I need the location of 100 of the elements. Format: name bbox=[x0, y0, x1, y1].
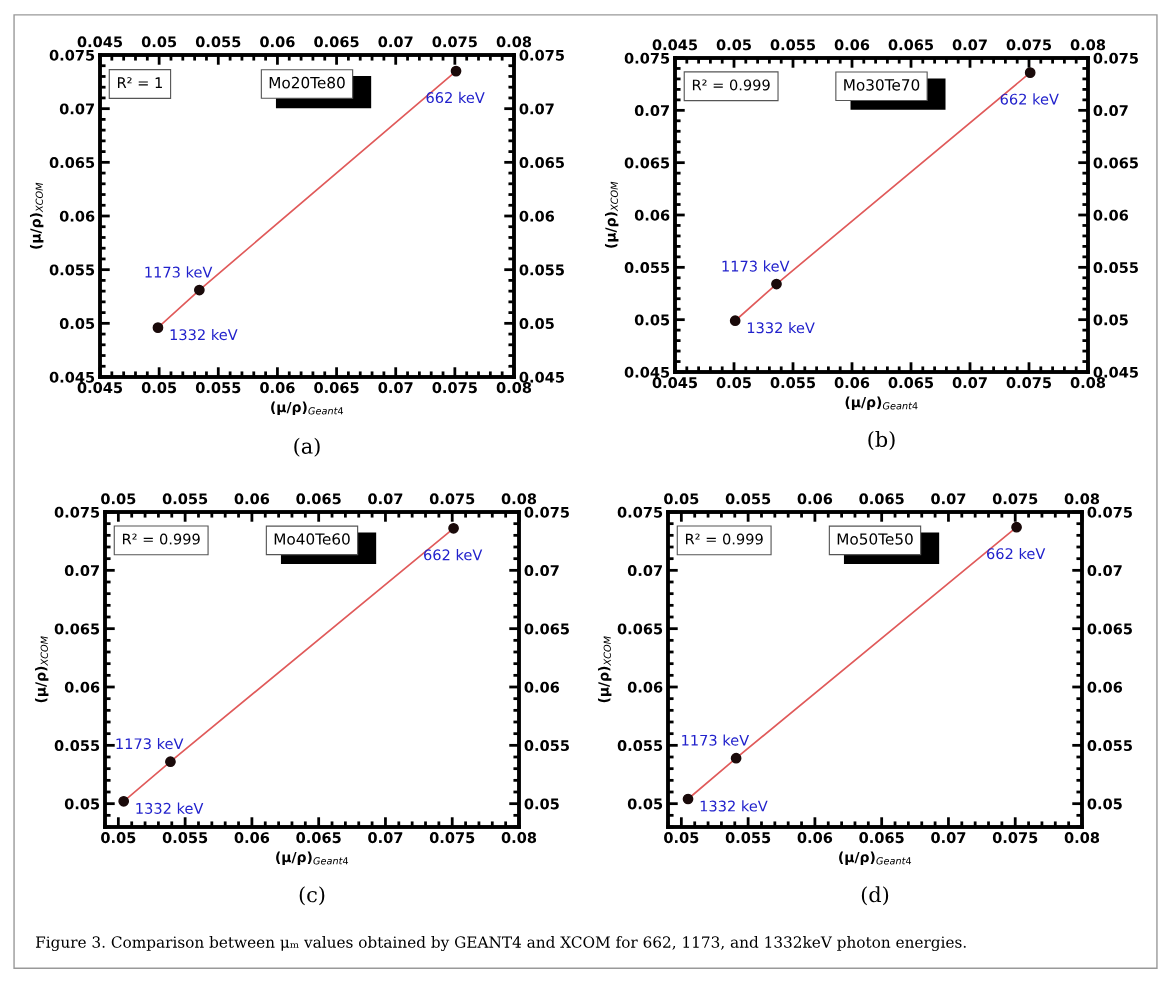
y-tick-label: 0.055 bbox=[624, 262, 670, 274]
x-tick-label: 0.045 bbox=[77, 382, 123, 394]
x2-tick-label: 0.045 bbox=[77, 36, 123, 48]
y2-tick-label: 0.05 bbox=[524, 798, 559, 810]
point bbox=[448, 522, 459, 534]
x-tick-label: 0.055 bbox=[195, 382, 241, 394]
y2-tick-label: 0.07 bbox=[524, 565, 559, 577]
x2-tick-label: 0.055 bbox=[725, 493, 771, 505]
annotation: 662 keV bbox=[426, 91, 485, 104]
text: Mo40Te60 bbox=[274, 533, 350, 545]
y-tick-label: 0.055 bbox=[617, 740, 663, 752]
y2-tick-label: 0.05 bbox=[1087, 798, 1122, 810]
y2-tick-label: 0.065 bbox=[524, 623, 569, 635]
x2-tick-label: 0.05 bbox=[664, 493, 699, 505]
x-tick-label: 0.06 bbox=[797, 832, 833, 844]
x-tick-label: 0.07 bbox=[952, 377, 987, 389]
y2-tick-label: 0.07 bbox=[1093, 105, 1128, 117]
annotation: 662 keV bbox=[1000, 93, 1059, 105]
point bbox=[771, 278, 782, 290]
y2-tick-label: 0.06 bbox=[524, 681, 560, 693]
y-axis-title: (μ/ρ)$_{XCOM}$ bbox=[29, 182, 44, 249]
annotation: 1332 keV bbox=[700, 800, 768, 812]
annotation: 1173 keV bbox=[145, 266, 213, 278]
x-tick-label: 0.06 bbox=[260, 382, 295, 394]
x-axis-title: (μ/ρ)$_{Geant4}$ bbox=[276, 851, 349, 865]
x-tick-label: 0.075 bbox=[429, 832, 475, 844]
x-axis-title: (μ/ρ)$_{Geant4}$ bbox=[271, 401, 344, 415]
x-tick-label: 0.065 bbox=[859, 832, 904, 844]
point bbox=[730, 752, 742, 764]
y-tick-label: 0.07 bbox=[64, 565, 99, 577]
x2-tick-label: 0.07 bbox=[931, 493, 966, 505]
point bbox=[729, 315, 741, 327]
x2-tick-label: 0.07 bbox=[378, 36, 413, 48]
annotation: 1332 keV bbox=[747, 321, 815, 334]
y2-tick-label: 0.05 bbox=[519, 318, 554, 330]
y2-tick-label: 0.07 bbox=[519, 103, 554, 115]
x-axis-title: (μ/ρ)$_{Geant4}$ bbox=[839, 851, 912, 865]
x-tick-label: 0.075 bbox=[992, 832, 1038, 844]
y-tick-label: 0.075 bbox=[49, 49, 95, 61]
annotation: R² = 0.999 bbox=[122, 533, 200, 545]
y2-tick-label: 0.06 bbox=[1087, 681, 1123, 693]
y2-tick-label: 0.055 bbox=[1093, 262, 1138, 274]
x2-tick-label: 0.055 bbox=[162, 493, 208, 505]
y-tick-label: 0.05 bbox=[627, 798, 663, 810]
y2-tick-label: 0.07 bbox=[1087, 565, 1122, 577]
y2-tick-label: 0.06 bbox=[1093, 209, 1129, 221]
y-tick-label: 0.075 bbox=[617, 506, 663, 518]
y2-tick-label: 0.075 bbox=[524, 506, 569, 518]
y-axis-title: (μ/ρ)$_{XCOM}$ bbox=[34, 636, 49, 703]
y-tick-label: 0.07 bbox=[59, 103, 94, 115]
y-axis-title: (μ/ρ)$_{XCOM}$ bbox=[597, 636, 612, 703]
annotation: 1173 keV bbox=[682, 734, 750, 746]
x2-tick-label: 0.065 bbox=[314, 36, 359, 48]
y2-tick-label: 0.075 bbox=[1093, 52, 1138, 64]
x2-tick-label: 0.05 bbox=[716, 39, 751, 51]
x2-tick-label: 0.06 bbox=[234, 493, 270, 505]
text: (c) bbox=[299, 886, 325, 906]
x2-tick-label: 0.08 bbox=[1064, 493, 1100, 505]
text: Mo20Te80 bbox=[269, 76, 345, 89]
y-tick-label: 0.065 bbox=[617, 623, 663, 635]
x-tick-label: 0.08 bbox=[496, 382, 532, 394]
y-tick-label: 0.075 bbox=[624, 52, 670, 64]
point bbox=[450, 65, 462, 77]
annotation: 1332 keV bbox=[136, 802, 204, 814]
y2-tick-label: 0.065 bbox=[1087, 623, 1132, 635]
text: (a) bbox=[294, 437, 320, 457]
y-tick-label: 0.05 bbox=[64, 798, 100, 810]
y2-tick-label: 0.055 bbox=[1087, 740, 1132, 752]
y-tick-label: 0.065 bbox=[54, 623, 100, 635]
y-tick-label: 0.07 bbox=[634, 105, 669, 117]
y-tick-label: 0.06 bbox=[627, 681, 663, 693]
x2-tick-label: 0.06 bbox=[260, 36, 295, 48]
x-tick-label: 0.075 bbox=[432, 382, 477, 394]
x-tick-label: 0.08 bbox=[501, 832, 537, 844]
x-tick-label: 0.045 bbox=[652, 377, 698, 389]
x-tick-label: 0.06 bbox=[834, 377, 870, 389]
annotation: 662 keV bbox=[424, 549, 483, 561]
x2-tick-label: 0.075 bbox=[429, 493, 475, 505]
y-tick-label: 0.05 bbox=[59, 318, 95, 330]
y-tick-label: 0.065 bbox=[624, 157, 670, 169]
x2-tick-label: 0.075 bbox=[432, 36, 477, 48]
annotation: 1332 keV bbox=[170, 328, 238, 341]
y2-tick-label: 0.065 bbox=[1093, 157, 1138, 169]
x2-tick-label: 0.065 bbox=[888, 39, 934, 51]
annotation: R² = 0.999 bbox=[685, 533, 763, 545]
point bbox=[682, 793, 694, 805]
x2-tick-label: 0.06 bbox=[797, 493, 833, 505]
x-tick-label: 0.08 bbox=[1070, 377, 1106, 389]
y-tick-label: 0.06 bbox=[64, 681, 100, 693]
y2-tick-label: 0.055 bbox=[519, 264, 564, 276]
x2-tick-label: 0.075 bbox=[1006, 39, 1052, 51]
x-tick-label: 0.065 bbox=[296, 832, 341, 844]
x-tick-label: 0.075 bbox=[1006, 377, 1052, 389]
annotation: 1173 keV bbox=[722, 260, 790, 272]
x2-tick-label: 0.07 bbox=[952, 39, 987, 51]
point bbox=[118, 795, 130, 807]
x-tick-label: 0.055 bbox=[725, 832, 771, 844]
x-tick-label: 0.08 bbox=[1064, 832, 1100, 844]
y2-tick-label: 0.075 bbox=[519, 49, 564, 61]
y2-tick-label: 0.075 bbox=[1087, 506, 1132, 518]
